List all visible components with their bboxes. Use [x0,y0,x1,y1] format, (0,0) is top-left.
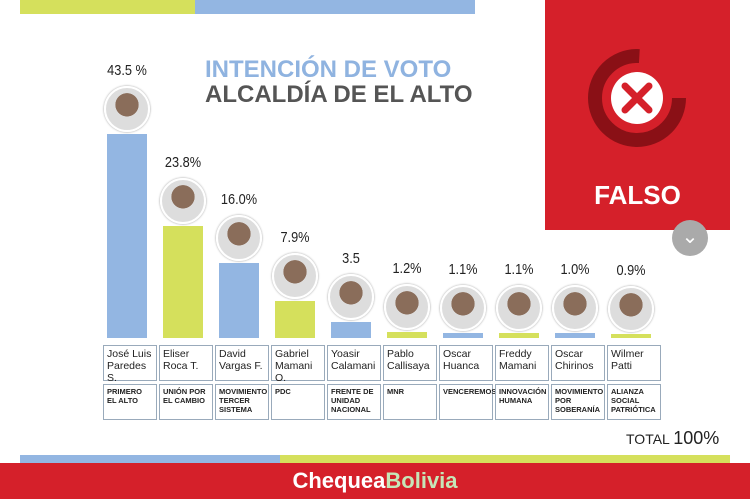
badge-label: FALSO [594,180,681,210]
value-label: 0.9% [616,261,646,279]
badge-icon [588,49,686,147]
candidate-name: David Vargas F. [215,345,269,381]
photo [216,214,262,261]
badge: FALSO [545,0,730,230]
chart-subtitle: ALCALDÍA DE EL ALTO [205,81,473,108]
total-label: TOTAL [626,431,670,447]
party-name: PDC [271,384,325,420]
brand-second: Bolivia [385,468,458,493]
top-stripe [20,0,195,14]
candidate-name: Yoasir Calamani [327,345,381,381]
bar [275,300,315,338]
total-value: 100% [673,428,720,448]
photo [384,284,430,331]
value-label: 1.0% [560,261,590,279]
party-name: MOVIMIENTO TERCER SISTEMA [215,384,269,420]
bar [555,333,595,338]
bar [163,226,203,338]
candidate-name: Oscar Huanca [439,345,493,381]
candidate-name: Wilmer Patti [607,345,661,381]
party-name: MOVIMIENTO POR SOBERANÍA [551,384,605,420]
candidate-name: Gabriel Mamani O. [271,345,325,384]
bar [387,332,427,338]
party-name: INNOVACIÓN HUMANA [495,384,549,420]
value-label: 1.2% [392,260,422,278]
candidate-name: Freddy Mamani [495,345,549,381]
candidate-name: José Luis Paredes S. [103,345,157,384]
bar [499,332,539,338]
bar [107,133,147,338]
value-label: 3.5 [342,249,360,267]
bar [331,321,371,338]
value-label: 7.9% [280,228,310,246]
chart-title: INTENCIÓN DE VOTO [205,56,452,83]
candidate-name: Pablo Callisaya [383,345,437,381]
photo [104,85,150,132]
party-name: PRIMERO EL ALTO [103,384,157,420]
party-name: VENCEREMOS [439,384,496,420]
photo [160,178,206,225]
party-name: FRENTE DE UNIDAD NACIONAL [327,384,381,420]
value-label: 43.5 % [107,61,147,79]
top-stripe [195,0,475,14]
bottom-stripe [20,455,280,463]
party-name: ALIANZA SOCIAL PATRIÓTICA [607,384,661,420]
photo [328,273,374,320]
candidate-name: Eliser Roca T. [159,345,213,381]
total: TOTAL 100% [626,428,719,449]
bar [219,262,259,338]
footer: ChequeaBolivia [0,463,750,499]
photo [552,285,598,332]
photo [272,252,318,299]
photo [608,285,654,332]
party-name: MNR [383,384,437,420]
bar [611,333,651,338]
party-name: UNIÓN POR EL CAMBIO [159,384,213,420]
brand-first: Chequea [292,468,386,493]
value-label: 16.0% [220,190,258,208]
value-label: 23.8% [164,154,202,172]
bar [443,332,483,338]
photo [440,284,486,331]
bottom-stripe [280,455,730,463]
photo [496,284,542,331]
value-label: 1.1% [504,260,534,278]
candidate-name: Oscar Chirinos [551,345,605,381]
value-label: 1.1% [448,260,478,278]
chevron-button[interactable]: ⌄ [672,220,708,256]
